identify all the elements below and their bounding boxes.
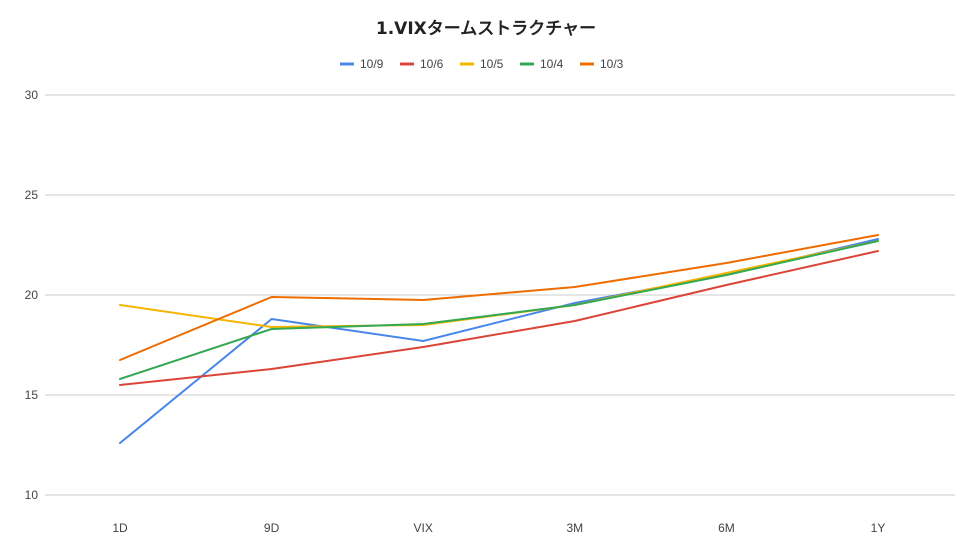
legend-label: 10/4: [540, 57, 564, 71]
legend-label: 10/5: [480, 57, 504, 71]
legend-item[interactable]: 10/3: [580, 57, 624, 71]
chart-title: 1.VIXタームストラクチャー: [376, 19, 596, 39]
x-tick-label: VIX: [414, 521, 433, 535]
y-tick-label: 20: [25, 288, 39, 302]
y-tick-label: 30: [25, 88, 39, 102]
x-tick-label: 3M: [566, 521, 583, 535]
series-line-10-6: [119, 250, 879, 386]
series-lines: [119, 234, 879, 444]
y-tick-label: 15: [25, 388, 39, 402]
legend-item[interactable]: 10/9: [340, 57, 384, 71]
x-tick-label: 1Y: [871, 521, 886, 535]
series-line-10-4: [119, 240, 879, 380]
x-tick-label: 9D: [264, 521, 280, 535]
grid-lines: [45, 94, 955, 496]
legend-label: 10/9: [360, 57, 384, 71]
series-line-10-3: [119, 234, 879, 361]
chart-legend: 10/9 10/6 10/5 10/4 10/3: [340, 57, 624, 71]
y-axis: 10 15 20 25 30: [25, 88, 39, 502]
legend-label: 10/3: [600, 57, 624, 71]
y-tick-label: 10: [25, 488, 39, 502]
legend-item[interactable]: 10/6: [400, 57, 444, 71]
legend-label: 10/6: [420, 57, 444, 71]
x-tick-label: 6M: [718, 521, 735, 535]
legend-item[interactable]: 10/5: [460, 57, 504, 71]
y-tick-label: 25: [25, 188, 39, 202]
x-tick-label: 1D: [112, 521, 128, 535]
x-axis: 1D 9D VIX 3M 6M 1Y: [112, 521, 885, 535]
legend-item[interactable]: 10/4: [520, 57, 564, 71]
